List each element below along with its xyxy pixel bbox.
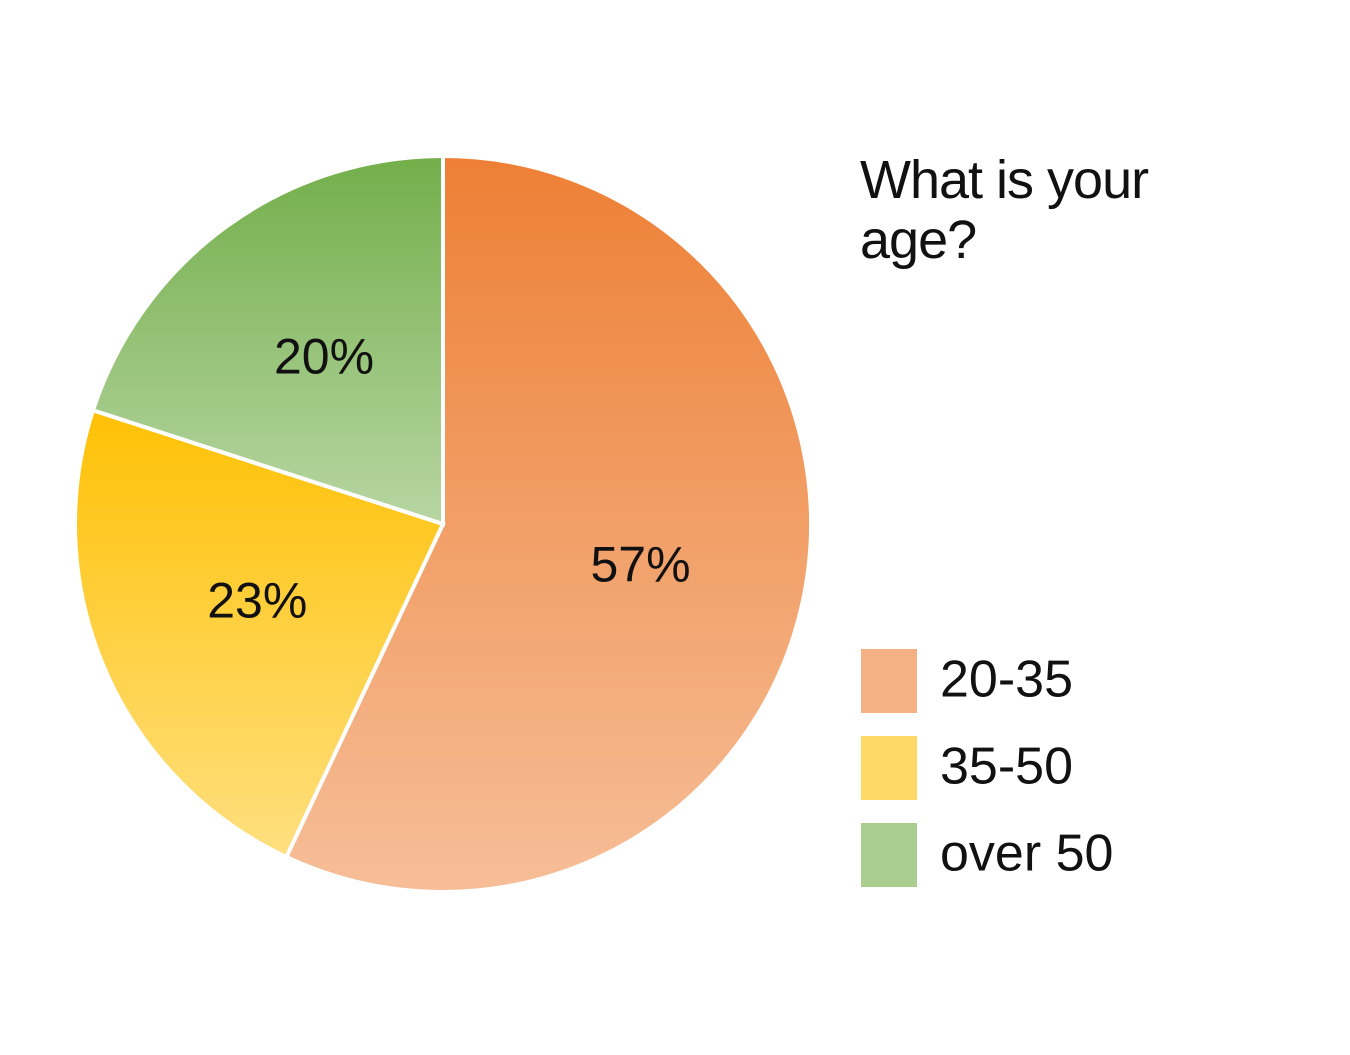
slice-shade xyxy=(73,407,446,860)
slice-shade xyxy=(90,153,445,527)
legend-swatch xyxy=(861,823,917,887)
legend-swatch xyxy=(861,649,917,713)
legend-swatch xyxy=(861,736,917,800)
chart-title: What is your age? xyxy=(860,150,1149,270)
value-label: 57% xyxy=(590,536,690,592)
legend-label: 20-35 xyxy=(940,651,1073,709)
slice-shade xyxy=(283,153,813,894)
value-label: 23% xyxy=(207,573,307,629)
legend-swatch-shade xyxy=(861,649,917,713)
legend-label: 35-50 xyxy=(940,738,1073,796)
value-label: 20% xyxy=(274,328,374,384)
legend-swatch-shade xyxy=(861,736,917,800)
legend-swatch-shade xyxy=(861,823,917,887)
legend-label: over 50 xyxy=(940,825,1113,883)
